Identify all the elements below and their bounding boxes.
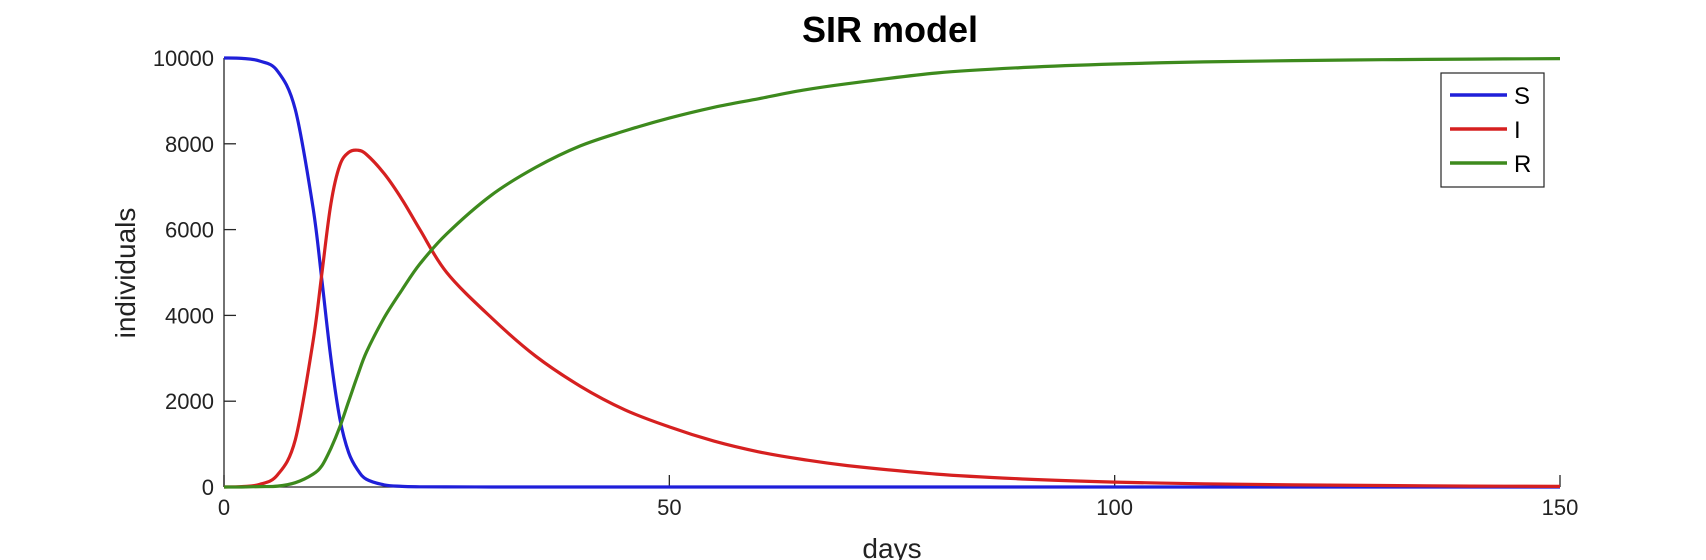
x-axis-label: days [862, 533, 921, 560]
legend: SIR [1440, 72, 1545, 188]
series-line-s [223, 56, 1561, 489]
y-axis-label: individuals [110, 208, 141, 339]
legend-label-r: R [1514, 151, 1531, 178]
legend-label-s: S [1514, 83, 1530, 110]
y-tick-label: 2000 [165, 389, 214, 414]
x-tick-label: 50 [657, 495, 681, 520]
series-lines [223, 56, 1561, 489]
y-tick-label: 6000 [165, 218, 214, 243]
chart-title: SIR model [802, 9, 978, 50]
series-line-r [223, 57, 1561, 489]
tick-labels: 0 50 100 150 0 2000 4000 6000 8000 10000 [153, 46, 1579, 520]
x-tick-label: 100 [1096, 495, 1133, 520]
x-tick-label: 0 [218, 495, 230, 520]
plot-axes [223, 57, 1561, 488]
x-tick-label: 150 [1542, 495, 1579, 520]
y-tick-label: 8000 [165, 132, 214, 157]
legend-label-i: I [1514, 117, 1521, 144]
y-tick-label: 10000 [153, 46, 214, 71]
y-tick-label: 0 [202, 475, 214, 500]
y-tick-label: 4000 [165, 303, 214, 328]
series-line-i [223, 148, 1561, 489]
